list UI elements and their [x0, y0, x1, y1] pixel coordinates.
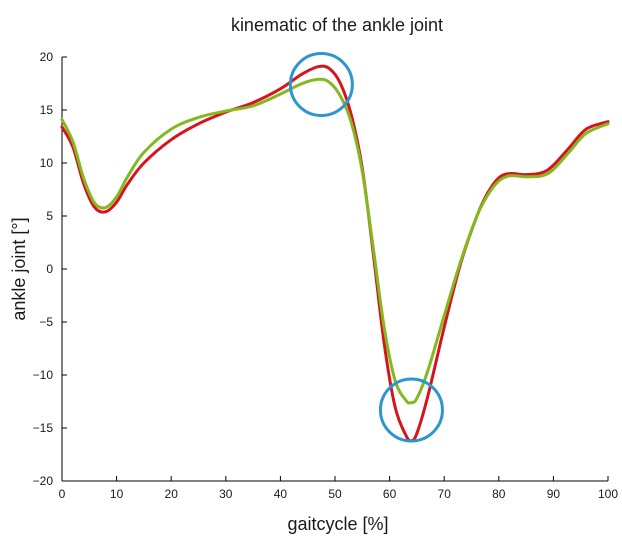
y-axis-label: ankle joint [°]: [9, 217, 29, 320]
y-tick-label: −10: [33, 368, 54, 382]
x-tick-label: 40: [274, 487, 288, 501]
x-tick-label: 10: [110, 487, 124, 501]
x-tick-label: 30: [219, 487, 233, 501]
y-tick-label: 20: [40, 50, 54, 64]
x-tick-label: 0: [59, 487, 66, 501]
x-tick-label: 70: [438, 487, 452, 501]
x-tick-label: 60: [383, 487, 397, 501]
series-line-1: [60, 64, 610, 443]
y-tick-label: 10: [40, 156, 54, 170]
series-line-2: [60, 77, 610, 405]
y-tick-label: −5: [39, 315, 53, 329]
x-axis-label: gaitcycle [%]: [287, 514, 388, 534]
x-tick-label: 90: [547, 487, 561, 501]
y-tick-label: −20: [33, 474, 54, 488]
x-tick-label: 100: [598, 487, 618, 501]
x-tick-label: 50: [328, 487, 342, 501]
y-tick-label: 5: [46, 209, 53, 223]
x-tick-label: 80: [492, 487, 506, 501]
highlight-circle-2: [378, 377, 444, 443]
x-tick-label: 20: [165, 487, 179, 501]
chart-title: kinematic of the ankle joint: [231, 15, 443, 35]
y-tick-label: −15: [33, 421, 54, 435]
highlight-circle-1: [288, 52, 354, 118]
y-tick-label: 0: [46, 262, 53, 276]
highlight-circles: [288, 52, 444, 443]
axis-ticks: 0 10 20 30 40 50 60 70 80 90 10020151050−5−10−15−2…: [33, 50, 619, 501]
plot-series: [60, 64, 610, 443]
y-tick-label: 15: [40, 103, 54, 117]
